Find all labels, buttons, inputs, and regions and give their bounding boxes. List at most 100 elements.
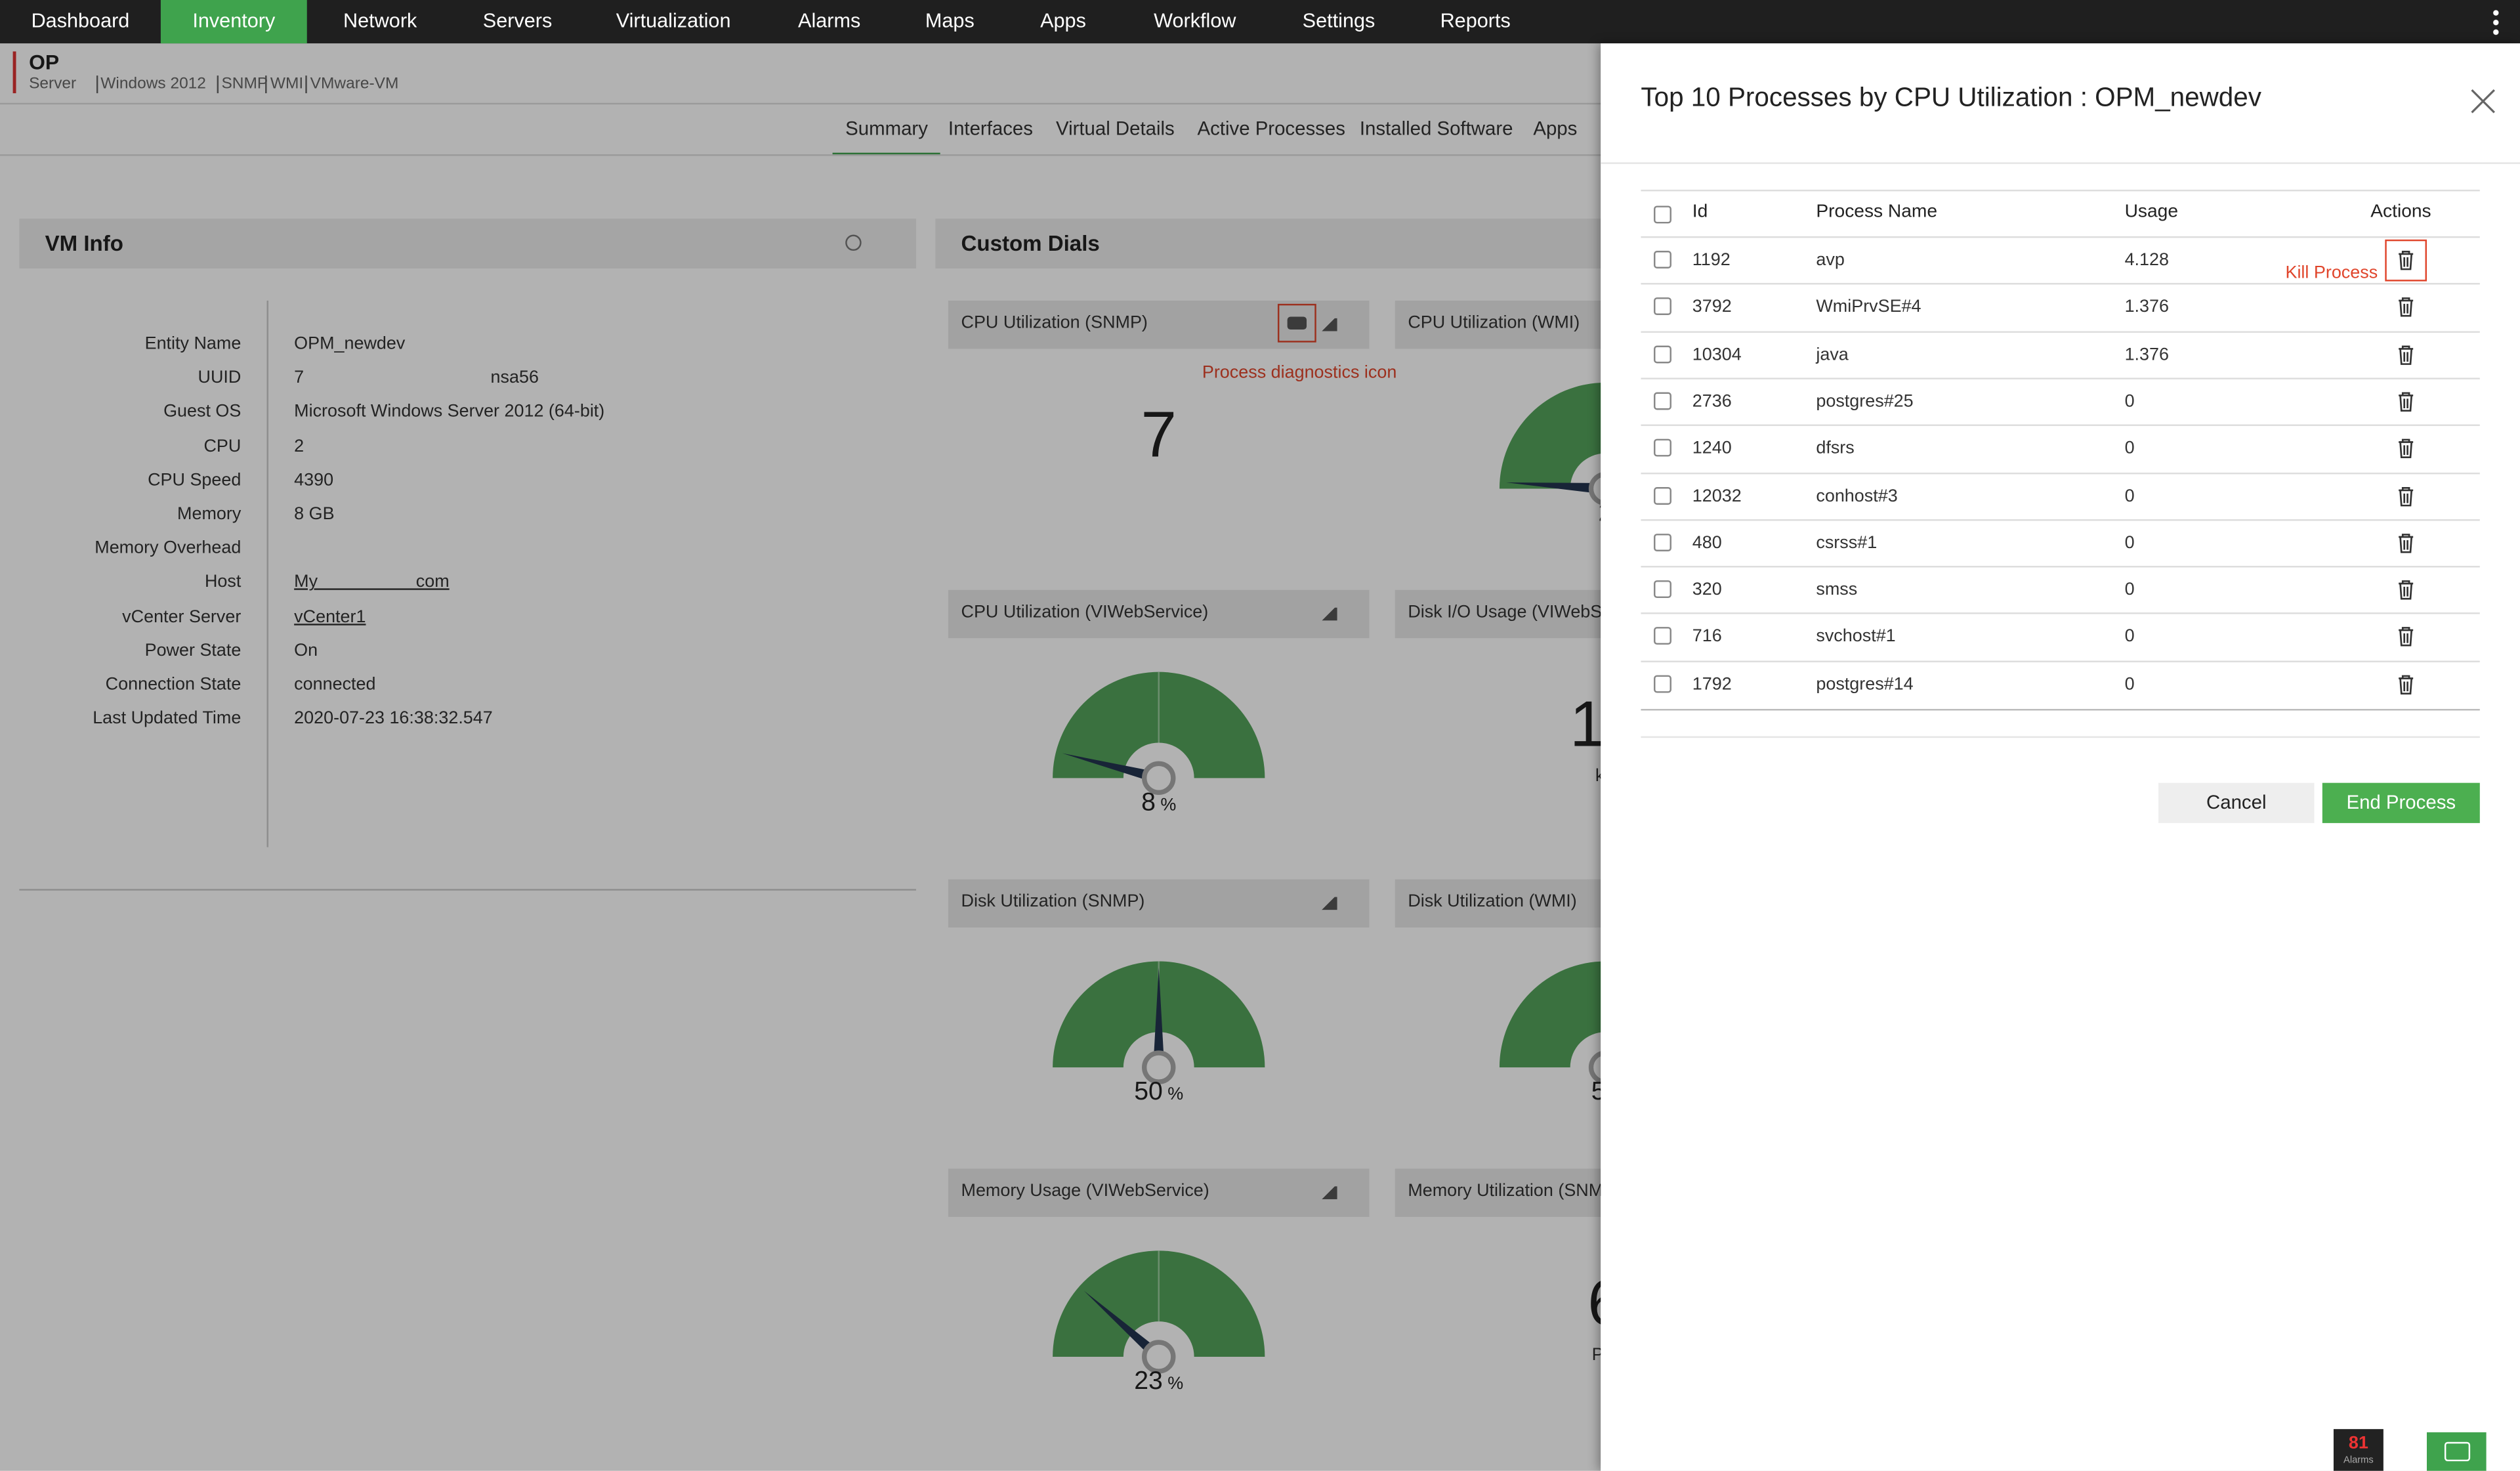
chart-icon[interactable] xyxy=(1319,607,1337,621)
chart-icon[interactable] xyxy=(1319,318,1337,331)
panel-title: Custom Dials xyxy=(961,231,1100,256)
device-tag: VMware-VM xyxy=(305,75,398,94)
field-value[interactable]: My com xyxy=(294,572,450,593)
checkbox[interactable] xyxy=(1654,674,1671,693)
gauge-value: 50% xyxy=(1095,1078,1223,1107)
diagnostics-icon[interactable] xyxy=(1287,316,1307,330)
checkbox[interactable] xyxy=(1654,439,1671,457)
end-process-button[interactable]: End Process xyxy=(2322,782,2480,823)
checkbox[interactable] xyxy=(1654,486,1671,504)
field-label: UUID xyxy=(198,368,242,388)
chart-icon[interactable] xyxy=(1319,1186,1337,1199)
cancel-button[interactable]: Cancel xyxy=(2158,782,2315,823)
tab[interactable]: Apps xyxy=(1533,117,1578,140)
column-header: Actions xyxy=(2370,202,2431,222)
kill-button[interactable] xyxy=(2398,533,2414,553)
value-unit: % xyxy=(1167,1374,1184,1394)
table-footer xyxy=(1641,736,2480,738)
checkbox[interactable] xyxy=(1654,580,1671,599)
table-top xyxy=(1641,189,2480,192)
field-value: 2020-07-23 16:38:32.547 xyxy=(294,709,493,729)
chart-icon[interactable] xyxy=(1319,897,1337,910)
chat-button[interactable] xyxy=(2426,1432,2487,1471)
nav-item[interactable]: Apps xyxy=(1040,9,1086,32)
checkbox[interactable] xyxy=(1654,345,1671,363)
checkbox[interactable] xyxy=(1654,251,1671,268)
menu-dots[interactable] xyxy=(2492,8,2500,35)
field-value[interactable]: vCenter1 xyxy=(294,607,366,627)
row-line xyxy=(1641,519,2480,521)
tab[interactable]: Interfaces xyxy=(948,117,1033,140)
field-label: CPU xyxy=(203,437,242,456)
diagnostics-icon-highlight[interactable] xyxy=(1277,303,1316,343)
nav-item[interactable]: Servers xyxy=(482,9,553,32)
process-usage: 0 xyxy=(2124,674,2135,694)
process-name: WmiPrvSE#4 xyxy=(1816,297,1922,318)
process-id: 716 xyxy=(1692,628,1722,647)
checkbox[interactable] xyxy=(1654,533,1671,551)
process-usage: 4.128 xyxy=(2124,251,2170,270)
process-usage: 0 xyxy=(2124,392,2135,412)
nav-item[interactable]: Maps xyxy=(925,9,975,32)
checkbox[interactable] xyxy=(1654,628,1671,646)
dial-title: CPU Utilization (SNMP) xyxy=(961,313,1148,333)
nav-item[interactable]: Alarms xyxy=(798,9,861,32)
checkbox[interactable] xyxy=(1654,297,1671,316)
nav-item[interactable]: Dashboard xyxy=(31,9,130,32)
kill-button[interactable] xyxy=(2398,580,2414,600)
kill-button[interactable] xyxy=(2398,674,2414,694)
checkbox[interactable] xyxy=(1654,392,1671,410)
process-usage: 1.376 xyxy=(2124,345,2170,364)
process-usage: 0 xyxy=(2124,533,2135,553)
dial-title: Memory Usage (VIWebService) xyxy=(961,1182,1209,1201)
value-text: 8 xyxy=(1141,789,1156,817)
select-all[interactable] xyxy=(1654,205,1671,224)
nav-item[interactable]: Workflow xyxy=(1154,9,1236,32)
value-unit: % xyxy=(1160,796,1177,815)
field-label: Host xyxy=(204,572,242,593)
kill-button[interactable] xyxy=(2398,439,2414,459)
tab[interactable]: Virtual Details xyxy=(1055,117,1175,140)
kill-button[interactable] xyxy=(2398,345,2414,364)
row-line xyxy=(1641,377,2480,379)
close-x xyxy=(2471,89,2495,114)
kill-button[interactable] xyxy=(2398,486,2414,506)
device-tag: Windows 2012 xyxy=(95,75,206,94)
nav-item[interactable]: Reports xyxy=(1440,9,1511,32)
kill-button[interactable] xyxy=(2398,297,2414,318)
field-value: On xyxy=(294,641,318,661)
field-value: 2 xyxy=(294,437,304,456)
annotation: Kill Process xyxy=(2285,263,2378,284)
process-name: dfsrs xyxy=(1816,439,1855,459)
row-line xyxy=(1641,236,2480,238)
kill-button[interactable] xyxy=(2398,251,2414,270)
header-divider xyxy=(0,102,2520,105)
dial-header xyxy=(948,589,1370,639)
alarm-badge[interactable] xyxy=(2333,1429,2384,1471)
nav-bar xyxy=(0,0,2520,44)
row-line xyxy=(1641,471,2480,474)
tab[interactable]: Installed Software xyxy=(1359,117,1513,140)
dial-header xyxy=(948,879,1370,928)
gauge-value: 23% xyxy=(1095,1368,1223,1397)
field-label: Memory Overhead xyxy=(94,538,242,559)
tab[interactable]: Active Processes xyxy=(1197,117,1345,140)
nav-item[interactable]: Virtualization xyxy=(616,9,731,32)
kill-highlight[interactable] xyxy=(2385,239,2427,282)
close-button[interactable] xyxy=(2470,89,2496,114)
process-id: 480 xyxy=(1692,533,1722,553)
refresh-icon[interactable] xyxy=(845,234,862,251)
trash-icon xyxy=(2399,297,2414,318)
process-usage: 0 xyxy=(2124,628,2135,647)
nav-item[interactable]: Network xyxy=(343,9,417,32)
device-tag: Server xyxy=(29,75,77,94)
nav-item[interactable]: Inventory xyxy=(160,0,307,44)
kill-button[interactable] xyxy=(2398,628,2414,647)
value-text: 50 xyxy=(1134,1078,1163,1106)
nav-item[interactable]: Settings xyxy=(1302,9,1376,32)
process-name: conhost#3 xyxy=(1816,486,1898,506)
kill-button[interactable] xyxy=(2398,392,2414,412)
modal-title: Top 10 Processes by CPU Utilization : OP… xyxy=(1641,83,2261,113)
trash-icon xyxy=(2399,251,2414,270)
accent-bar xyxy=(12,51,16,94)
